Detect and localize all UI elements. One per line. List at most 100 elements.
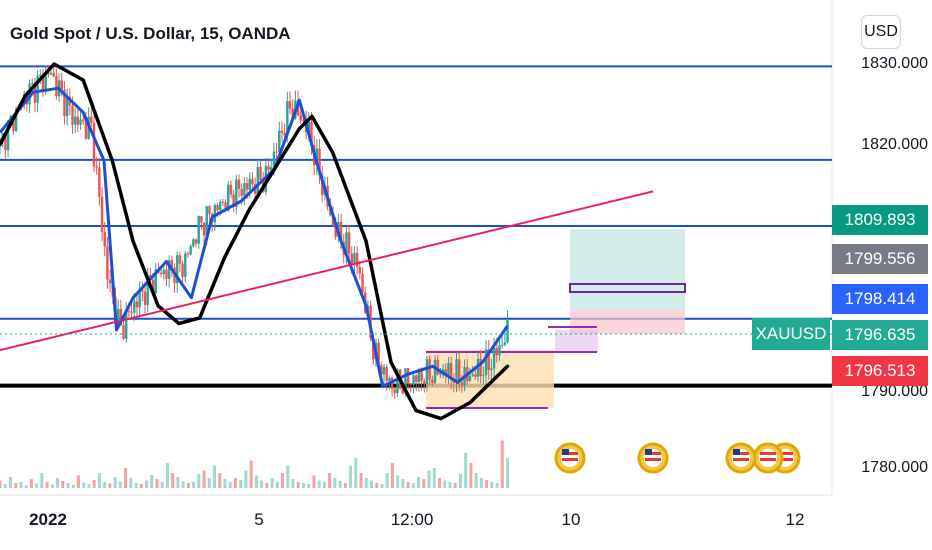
volume-bar (145, 480, 149, 488)
candle-body (484, 349, 488, 376)
candle-body (41, 74, 45, 90)
volume-bar (281, 473, 285, 488)
candle-body (47, 71, 50, 75)
candle-body (202, 222, 206, 236)
volume-bar (275, 482, 279, 488)
symbol-tag: XAUUSD (752, 318, 830, 350)
x-tick-label: 10 (561, 510, 581, 529)
candle-body (237, 179, 241, 189)
candle-body (425, 359, 429, 384)
volume-bar (333, 478, 337, 488)
volume-bar (160, 482, 164, 488)
volume-bar (474, 473, 478, 488)
candle-body (4, 133, 7, 151)
candle-body (229, 184, 233, 195)
volume-bar (35, 483, 39, 488)
candle-body (286, 101, 289, 136)
candle-body (98, 167, 101, 197)
volume-bar (427, 470, 431, 488)
x-tick-label: 12 (785, 510, 805, 529)
candle-body (1, 133, 4, 139)
candle-body (310, 121, 313, 146)
volume-bar (401, 479, 405, 488)
candle-body (49, 72, 53, 75)
candle-body (423, 381, 426, 384)
volume-bar (359, 473, 363, 488)
candle-body (119, 309, 123, 326)
y-tick-label: 1830.000 (861, 55, 928, 72)
candle-body (372, 338, 375, 360)
candle-body (44, 71, 47, 90)
volume-bar (50, 484, 54, 488)
volume-bar (390, 463, 394, 488)
x-tick-label: 5 (254, 510, 264, 529)
candle-body (406, 368, 410, 384)
candle-body (248, 178, 251, 190)
candle-body (382, 367, 386, 375)
candle-body (189, 246, 192, 255)
volume-bar (113, 477, 117, 488)
volume-bar (207, 478, 211, 488)
volume-bar (464, 453, 468, 488)
volume-bar (443, 480, 447, 488)
candle-body (415, 375, 418, 382)
candle-body (6, 120, 10, 151)
candle-body (256, 167, 259, 194)
candle-body (65, 96, 69, 117)
candle-body (106, 246, 109, 280)
volume-bar (364, 478, 368, 488)
volume-bar (469, 463, 473, 488)
candle-body (353, 252, 356, 265)
candle-body (339, 221, 343, 242)
volume-bar (0, 480, 2, 488)
volume-bar (260, 480, 264, 488)
candle-body (178, 255, 182, 264)
currency-button[interactable]: USD (861, 15, 901, 49)
candle-body (358, 266, 362, 274)
candle-body (200, 216, 203, 223)
volume-bar (87, 484, 91, 488)
candle-body (245, 183, 249, 190)
volume-bar (369, 480, 373, 488)
volume-bar (24, 485, 28, 488)
y-tick-label: 1790.000 (861, 383, 928, 400)
candle-body (444, 369, 447, 376)
candle-body (490, 368, 493, 371)
candle-body (125, 311, 128, 339)
candle-body (428, 359, 431, 380)
candle-body (492, 347, 496, 369)
candle-body (441, 369, 445, 373)
candle-body (192, 239, 195, 247)
candle-body (39, 74, 42, 76)
y-tick-label: 1780.000 (861, 459, 928, 476)
candle-body (267, 165, 270, 171)
volume-bar (66, 483, 70, 488)
candle-body (197, 216, 200, 244)
volume-bars (0, 440, 510, 488)
candle-body (431, 379, 434, 383)
volume-bar (453, 483, 457, 488)
candle-body (420, 369, 423, 382)
price-tag-current: 1796.635 (832, 320, 928, 350)
candle-body (213, 205, 217, 223)
volume-bar (155, 479, 159, 488)
candle-body (224, 202, 227, 211)
volume-bar (490, 482, 494, 488)
volume-bar (328, 473, 332, 488)
volume-bar (286, 465, 290, 488)
candle-body (227, 184, 230, 211)
candle-body (170, 260, 174, 268)
candle-body (270, 167, 273, 171)
candle-body (100, 196, 104, 232)
volume-bar (239, 480, 243, 488)
volume-bar (301, 483, 305, 488)
candle-body (503, 342, 507, 346)
candle-body (283, 132, 286, 136)
candle-body (259, 167, 262, 180)
candle-body (355, 252, 359, 267)
candle-body (291, 108, 294, 119)
candle-body (12, 116, 15, 131)
volume-bar (244, 470, 248, 488)
chart-title: Gold Spot / U.S. Dollar, 15, OANDA (10, 24, 291, 43)
